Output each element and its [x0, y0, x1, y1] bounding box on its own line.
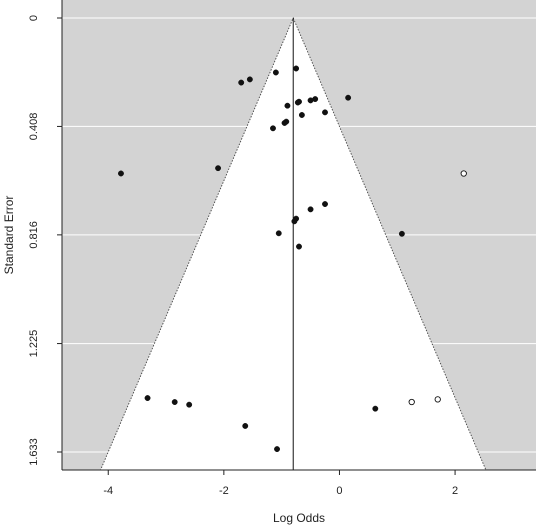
study-point — [272, 69, 279, 76]
study-point — [312, 96, 319, 103]
study-point — [307, 206, 314, 213]
study-point — [294, 99, 301, 106]
study-point — [144, 395, 151, 401]
study-point — [274, 446, 280, 453]
study-point — [118, 170, 124, 177]
study-point — [372, 405, 379, 412]
study-point — [293, 65, 300, 72]
y-tick-label: 0.816 — [28, 221, 40, 249]
study-point — [242, 423, 249, 429]
study-point — [246, 76, 253, 83]
x-axis-ticks: -4 -2 0 2 — [103, 470, 458, 497]
study-point — [284, 102, 291, 109]
study-point — [215, 165, 222, 172]
data-points — [118, 65, 467, 453]
imputed-study-point — [460, 170, 467, 177]
study-point — [275, 230, 282, 237]
y-axis-ticks: 0 0.408 0.816 1.225 1.633 — [28, 15, 62, 466]
study-point — [171, 399, 178, 405]
x-tick-label: -4 — [103, 485, 113, 497]
y-tick-label: 0 — [28, 15, 40, 21]
study-point — [283, 118, 290, 125]
x-tick-label: -2 — [219, 485, 229, 497]
study-point — [322, 201, 328, 207]
imputed-study-point — [434, 396, 441, 403]
study-point — [298, 112, 305, 118]
y-tick-label: 1.225 — [28, 330, 40, 358]
imputed-study-point — [408, 398, 415, 406]
study-point — [186, 401, 193, 408]
y-axis-title: Standard Error — [2, 196, 16, 275]
x-tick-label: 2 — [452, 485, 458, 497]
study-point — [322, 109, 328, 116]
study-point — [238, 79, 245, 86]
study-point — [345, 94, 352, 101]
study-point — [291, 218, 298, 225]
y-tick-label: 0.408 — [28, 113, 40, 141]
study-point — [270, 125, 276, 132]
study-point — [296, 243, 302, 250]
x-axis-title: Log Odds — [273, 511, 325, 525]
study-point — [398, 230, 405, 237]
y-tick-label: 1.633 — [28, 438, 40, 466]
x-tick-label: 0 — [336, 485, 342, 497]
